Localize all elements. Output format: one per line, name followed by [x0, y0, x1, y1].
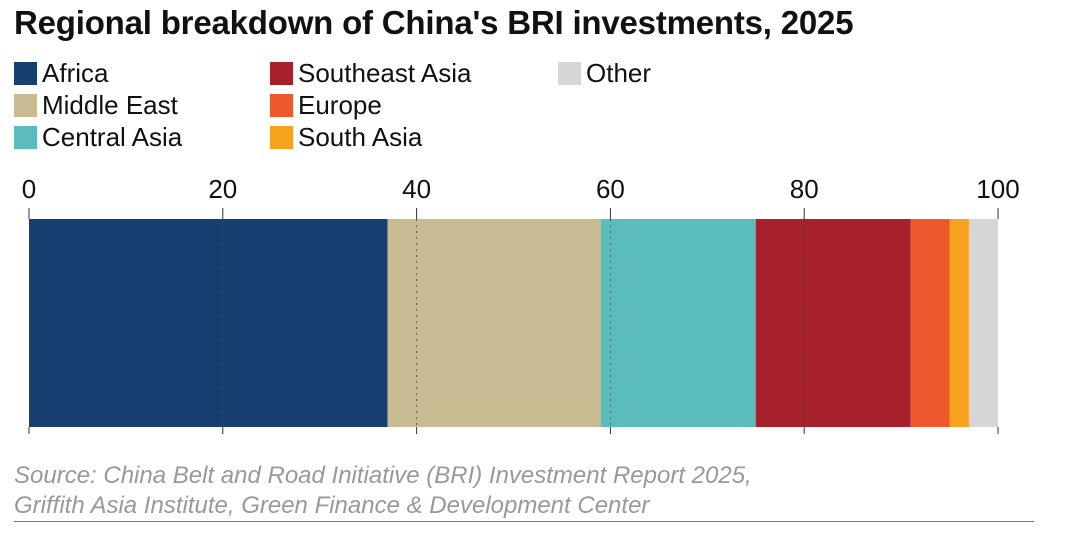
- legend-item-europe: Europe: [270, 90, 382, 120]
- x-axis-tick-labels: 0 20 40 60 80 100: [22, 174, 1020, 204]
- bar-segment-other: [968, 219, 998, 427]
- bar-segment-central-asia: [600, 219, 756, 427]
- legend-swatch-europe: [270, 93, 293, 117]
- legend-item-south-asia: South Asia: [270, 122, 422, 152]
- legend-item-middle-east: Middle East: [14, 90, 178, 120]
- chart-title: Regional breakdown of China's BRI invest…: [14, 4, 854, 41]
- source-divider: [14, 521, 1034, 522]
- bar-segment-europe: [910, 219, 950, 427]
- tick-label-80: 80: [790, 174, 819, 204]
- source-line-1: Source: China Belt and Road Initiative (…: [14, 462, 752, 489]
- legend-item-central-asia: Central Asia: [14, 122, 182, 152]
- source-line-2: Griffith Asia Institute, Green Finance &…: [14, 492, 650, 519]
- legend-swatch-south-asia: [270, 125, 293, 149]
- bar-segment-south-asia: [949, 219, 969, 427]
- legend-item-southeast-asia: Southeast Asia: [270, 58, 471, 88]
- legend-swatch-africa: [14, 61, 37, 85]
- legend-swatch-middle-east: [14, 93, 37, 117]
- legend-label-other: Other: [586, 58, 652, 88]
- tick-label-40: 40: [402, 174, 431, 204]
- chart-legend: Africa Middle East Central Asia Southeas…: [14, 58, 714, 158]
- bar-segments: [29, 219, 998, 427]
- tick-label-60: 60: [596, 174, 625, 204]
- legend-swatch-southeast-asia: [270, 61, 293, 85]
- axis-ticks: [28, 208, 999, 434]
- legend-label-europe: Europe: [298, 90, 382, 120]
- bar-segment-southeast-asia: [755, 219, 911, 427]
- tick-label-0: 0: [22, 174, 36, 204]
- legend-swatch-other: [558, 61, 581, 85]
- gridlines: [222, 219, 805, 427]
- legend-label-southeast-asia: Southeast Asia: [298, 58, 472, 88]
- legend-label-central-asia: Central Asia: [42, 122, 183, 152]
- legend-item-other: Other: [558, 58, 651, 88]
- legend-item-africa: Africa: [14, 58, 108, 88]
- bar-segment-africa: [29, 219, 388, 427]
- legend-label-africa: Africa: [42, 58, 109, 88]
- tick-label-100: 100: [976, 174, 1019, 204]
- bar-segment-middle-east: [387, 219, 601, 427]
- legend-swatch-central-asia: [14, 125, 37, 149]
- legend-label-middle-east: Middle East: [42, 90, 178, 120]
- legend-label-south-asia: South Asia: [298, 122, 423, 152]
- source-note: Source: China Belt and Road Initiative (…: [14, 461, 1034, 521]
- tick-label-20: 20: [208, 174, 237, 204]
